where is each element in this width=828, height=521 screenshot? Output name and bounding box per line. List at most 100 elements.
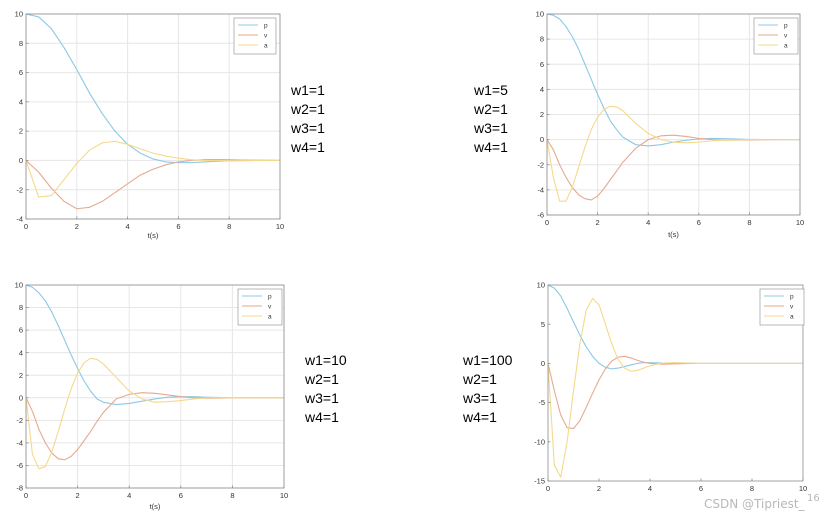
legend-label-v: v xyxy=(790,304,794,311)
weight-w4: w4=1 xyxy=(474,139,508,155)
series-line-a xyxy=(25,140,280,198)
series-line-a xyxy=(547,297,803,478)
x-tick-label: 0 xyxy=(546,484,550,493)
y-tick-label: 2 xyxy=(19,371,23,380)
weight-w4: w4=1 xyxy=(463,409,497,425)
weight-w3: w3=1 xyxy=(305,390,339,406)
x-tick-label: 10 xyxy=(799,484,807,493)
x-tick-label: 2 xyxy=(76,491,80,500)
weight-w1: w1=10 xyxy=(305,352,347,368)
y-tick-label: 10 xyxy=(537,281,545,290)
weight-w4: w4=1 xyxy=(291,139,325,155)
legend-label-a: a xyxy=(790,314,794,321)
x-tick-label: 10 xyxy=(276,222,284,231)
x-tick-label: 0 xyxy=(24,491,28,500)
series-line-p xyxy=(25,284,284,406)
weight-w2: w2=1 xyxy=(463,371,497,387)
weight-w2: w2=1 xyxy=(305,371,339,387)
y-tick-label: 10 xyxy=(536,10,544,19)
weight-w1: w1=100 xyxy=(463,352,513,368)
y-tick-label: -4 xyxy=(16,215,23,224)
y-tick-label: -2 xyxy=(537,160,544,169)
y-tick-label: 0 xyxy=(19,156,23,165)
y-tick-label: -15 xyxy=(534,477,545,486)
y-tick-label: -8 xyxy=(16,484,23,493)
y-tick-label: 10 xyxy=(15,281,23,290)
legend-box xyxy=(237,288,283,326)
x-axis-label: t(s) xyxy=(148,231,159,240)
x-tick-label: 4 xyxy=(646,218,650,227)
axes-frame xyxy=(547,284,804,482)
watermark-text: CSDN @Tipriest_ xyxy=(704,497,805,511)
y-tick-label: 4 xyxy=(540,85,544,94)
x-tick-label: 2 xyxy=(75,222,79,231)
weight-w3: w3=1 xyxy=(291,120,325,136)
y-tick-label: 5 xyxy=(541,320,545,329)
x-tick-label: 8 xyxy=(750,484,754,493)
y-tick-label: 0 xyxy=(19,393,23,402)
weight-w3: w3=1 xyxy=(474,120,508,136)
series-line-v xyxy=(25,159,281,210)
y-tick-label: 2 xyxy=(19,127,23,136)
series-line-v xyxy=(546,134,800,201)
x-tick-label: 10 xyxy=(280,491,288,500)
y-tick-label: 8 xyxy=(19,303,23,312)
x-tick-label: 4 xyxy=(126,222,130,231)
y-tick-label: 6 xyxy=(19,326,23,335)
y-tick-label: -5 xyxy=(538,398,545,407)
series-line-p xyxy=(546,13,800,147)
axes-frame xyxy=(25,284,285,489)
plot-w1-10: 0 2 4 6 8 10 -8 -6 -4 -2 0 2 4 6 8 10 t(s) pva xyxy=(15,281,289,511)
x-tick-label: 0 xyxy=(24,222,28,231)
plot-w1-100: 0 2 4 6 8 10 -15 -10 -5 0 5 10 pva xyxy=(534,281,807,493)
y-tick-label: 10 xyxy=(15,10,23,19)
weights-block-2: w1=5 w2=1 w3=1 w4=1 xyxy=(474,81,508,157)
y-tick-label: -6 xyxy=(16,461,23,470)
x-tick-label: 4 xyxy=(127,491,131,500)
y-tick-label: 8 xyxy=(19,39,23,48)
legend-label-v: v xyxy=(784,33,788,40)
legend-label-p: p xyxy=(268,294,272,301)
x-tick-label: 6 xyxy=(699,484,703,493)
y-tick-label: -4 xyxy=(537,185,544,194)
weights-block-4: w1=100 w2=1 w3=1 w4=1 xyxy=(463,351,512,427)
weights-block-1: w1=1 w2=1 w3=1 w4=1 xyxy=(291,81,325,157)
plot-w1-1: 0 2 4 6 8 10 -4 -2 0 2 4 6 8 10 t(s) pva xyxy=(15,10,285,240)
weight-w1: w1=5 xyxy=(474,82,508,98)
y-tick-label: 6 xyxy=(19,68,23,77)
weight-w1: w1=1 xyxy=(291,82,325,98)
legend-label-p: p xyxy=(784,23,788,30)
x-tick-label: 4 xyxy=(648,484,652,493)
x-tick-label: 0 xyxy=(545,218,549,227)
y-tick-label: 6 xyxy=(540,60,544,69)
y-tick-label: -2 xyxy=(16,185,23,194)
x-tick-label: 6 xyxy=(697,218,701,227)
weights-block-3: w1=10 w2=1 w3=1 w4=1 xyxy=(305,351,347,427)
weight-w3: w3=1 xyxy=(463,390,497,406)
legend-label-a: a xyxy=(268,314,272,321)
legend-label-a: a xyxy=(784,43,788,50)
legend-label-v: v xyxy=(264,33,268,40)
y-tick-label: 2 xyxy=(540,110,544,119)
legend-label-p: p xyxy=(264,23,268,30)
legend-box xyxy=(753,17,799,55)
weight-w2: w2=1 xyxy=(474,101,508,117)
x-tick-label: 2 xyxy=(597,484,601,493)
legend-box xyxy=(233,17,277,55)
y-tick-label: 4 xyxy=(19,348,23,357)
plot-w1-5: 0 2 4 6 8 10 -6 -4 -2 0 2 4 6 8 10 t(s) pva xyxy=(536,10,805,239)
watermark-superscript: 16 xyxy=(807,493,820,504)
x-tick-label: 8 xyxy=(747,218,751,227)
legend-label-v: v xyxy=(268,304,272,311)
y-tick-label: 4 xyxy=(19,97,23,106)
x-tick-label: 10 xyxy=(796,218,804,227)
series-line-v xyxy=(25,392,284,461)
x-tick-label: 2 xyxy=(596,218,600,227)
x-tick-label: 6 xyxy=(176,222,180,231)
series-line-a xyxy=(25,357,284,470)
y-tick-label: -10 xyxy=(534,437,545,446)
weight-w4: w4=1 xyxy=(305,409,339,425)
y-tick-label: 8 xyxy=(540,35,544,44)
weight-w2: w2=1 xyxy=(291,101,325,117)
